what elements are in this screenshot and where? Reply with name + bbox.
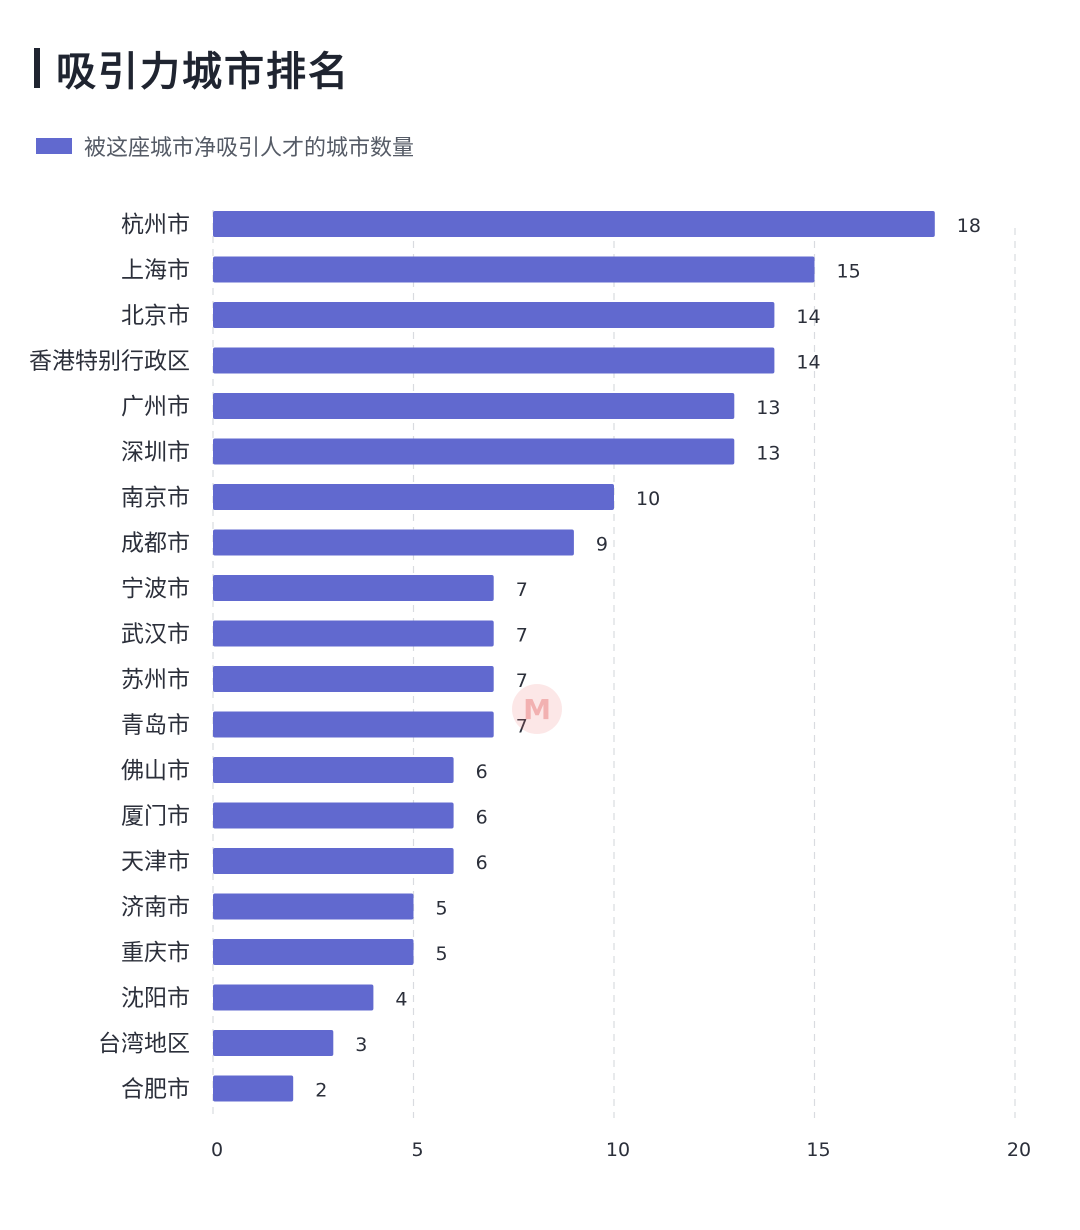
category-label: 厦门市 (121, 804, 190, 830)
watermark-logo-icon: M (512, 684, 562, 734)
title-accent-bar (34, 48, 40, 88)
bar-厦门市 (213, 802, 454, 829)
value-label: 13 (756, 443, 780, 465)
category-label: 苏州市 (121, 667, 190, 693)
bar-沈阳市 (213, 984, 374, 1011)
value-label: 9 (596, 534, 608, 556)
category-label: 济南市 (121, 895, 190, 921)
value-label: 7 (516, 670, 528, 692)
legend-label: 被这座城市净吸引人才的城市数量 (84, 136, 415, 161)
x-tick-label: 0 (211, 1139, 223, 1161)
bar-北京市 (213, 302, 775, 328)
value-label: 5 (436, 898, 448, 920)
value-label: 14 (796, 306, 820, 328)
value-label: 3 (355, 1034, 367, 1056)
value-label: 2 (315, 1080, 327, 1102)
bar-成都市 (213, 529, 574, 556)
category-label: 沈阳市 (121, 986, 190, 1012)
value-label: 10 (636, 488, 660, 510)
category-label: 南京市 (121, 485, 190, 511)
bar-上海市 (213, 256, 815, 283)
category-label: 上海市 (121, 258, 190, 284)
category-label: 成都市 (121, 531, 190, 557)
legend-swatch (36, 138, 72, 154)
bar-合肥市 (213, 1075, 294, 1102)
category-label: 天津市 (121, 849, 190, 875)
value-label: 18 (957, 215, 981, 237)
legend: 被这座城市净吸引人才的城市数量 (36, 130, 414, 162)
category-label: 深圳市 (121, 440, 190, 466)
value-label: 6 (476, 852, 488, 874)
x-tick-label: 15 (806, 1139, 830, 1161)
value-label: 13 (756, 397, 780, 419)
value-label: 7 (516, 716, 528, 738)
value-label: 15 (837, 261, 861, 283)
category-label: 香港特别行政区 (29, 349, 190, 375)
category-label: 合肥市 (121, 1077, 190, 1103)
value-label: 7 (516, 579, 528, 601)
value-label: 7 (516, 625, 528, 647)
bar-深圳市 (213, 438, 735, 465)
x-tick-label: 20 (1007, 1139, 1031, 1161)
value-label: 6 (476, 761, 488, 783)
bar-武汉市 (213, 620, 494, 647)
category-label: 武汉市 (121, 622, 190, 648)
bar-济南市 (213, 893, 414, 920)
value-label: 14 (796, 352, 820, 374)
bar-苏州市 (213, 666, 494, 692)
category-label: 杭州市 (121, 212, 190, 238)
bar-广州市 (213, 393, 735, 419)
bar-天津市 (213, 848, 454, 874)
category-label: 宁波市 (121, 576, 190, 602)
bar-南京市 (213, 484, 614, 510)
x-tick-label: 5 (411, 1139, 423, 1161)
bar-佛山市 (213, 757, 454, 783)
bar-重庆市 (213, 939, 414, 965)
bar-香港特别行政区 (213, 347, 775, 374)
value-label: 6 (476, 807, 488, 829)
bar-宁波市 (213, 575, 494, 601)
category-label: 台湾地区 (98, 1031, 190, 1057)
x-tick-label: 10 (606, 1139, 630, 1161)
bar-台湾地区 (213, 1030, 334, 1056)
value-label: 4 (395, 989, 407, 1011)
category-label: 青岛市 (121, 713, 190, 739)
value-label: 5 (436, 943, 448, 965)
category-label: 重庆市 (121, 940, 190, 966)
category-label: 佛山市 (121, 758, 190, 784)
chart-title: 吸引力城市排名 (56, 49, 350, 95)
category-label: 北京市 (121, 303, 190, 329)
page-title: 吸引力城市排名 (34, 38, 350, 98)
bar-杭州市 (213, 211, 935, 237)
bar-青岛市 (213, 711, 494, 738)
category-label: 广州市 (121, 394, 190, 420)
